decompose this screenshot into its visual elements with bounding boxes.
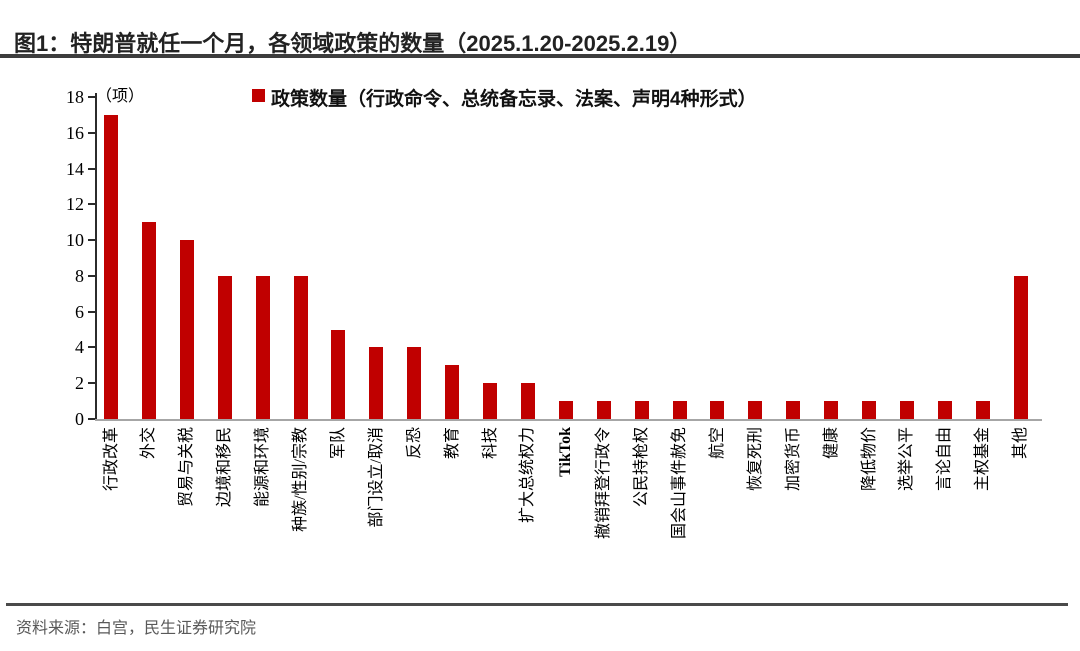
bar-主权基金 <box>975 401 990 419</box>
bar-健康 <box>824 401 839 419</box>
bar-种族/性别/宗教 <box>293 275 308 419</box>
x-axis-label: 扩大总统权力 <box>519 427 537 524</box>
source-note: 资料来源：白宫，民生证券研究院 <box>16 620 257 637</box>
y-tick-label: 2 <box>75 373 84 394</box>
bar-撤销拜登行政令 <box>596 401 611 419</box>
x-axis-label: 边境和移民 <box>216 427 234 508</box>
bar-扩大总统权力 <box>520 383 535 419</box>
x-axis-line <box>95 419 1042 421</box>
x-axis-label: 健康 <box>822 427 840 460</box>
x-axis-label: 国会山事件赦免 <box>671 427 688 540</box>
y-tick-mark <box>88 382 95 385</box>
x-axis-label: 选举公平 <box>898 427 916 492</box>
bar-能源和环境 <box>255 275 270 419</box>
y-axis-line <box>95 93 97 420</box>
x-axis-label: 言论自由 <box>936 427 954 492</box>
title-underline <box>0 54 1080 58</box>
legend-label: 政策数量（行政命令、总统备忘录、法案、声明4种形式） <box>271 89 757 110</box>
y-tick-mark <box>88 96 95 98</box>
x-axis-label: 种族/性别/宗教 <box>292 427 309 532</box>
y-tick-label: 6 <box>75 301 84 322</box>
bar-降低物价 <box>862 401 876 419</box>
x-axis-label: 其他 <box>1012 427 1030 460</box>
y-tick-label: 14 <box>66 158 84 179</box>
x-axis-label: 恢复死刑 <box>746 427 764 492</box>
bar-部门设立/取消 <box>369 347 384 419</box>
bar-航空 <box>710 401 725 419</box>
y-tick-label: 16 <box>66 122 84 143</box>
bar-言论自由 <box>937 401 952 419</box>
y-tick-label: 0 <box>75 409 84 429</box>
x-axis-label: 撤销拜登行政令 <box>595 427 613 540</box>
figure-title: 图1：特朗普就任一个月，各领域政策的数量（2025.1.20-2025.2.19… <box>14 31 692 56</box>
x-axis-label: 能源和环境 <box>254 427 272 508</box>
y-tick-label: 18 <box>66 87 84 107</box>
x-axis-label: 外交 <box>140 427 158 460</box>
y-tick-mark <box>88 203 95 206</box>
x-axis-label: 加密货币 <box>784 427 802 492</box>
y-tick-label: 12 <box>66 194 84 215</box>
bar-科技 <box>483 383 497 419</box>
x-axis-label: 贸易与关税 <box>178 427 196 508</box>
bar-TikTok <box>558 401 573 419</box>
x-axis-label: TikTok <box>557 427 575 477</box>
y-tick-label: 10 <box>66 230 84 251</box>
x-axis-label: 公民持枪权 <box>633 427 651 508</box>
y-tick-mark <box>88 167 95 170</box>
x-axis-label: 反恐 <box>405 427 423 460</box>
y-tick-mark <box>88 346 95 349</box>
bar-行政改革 <box>104 114 118 419</box>
y-tick-mark <box>88 239 95 242</box>
bar-选举公平 <box>899 401 914 419</box>
y-tick-mark <box>88 310 95 313</box>
bar-外交 <box>141 222 156 419</box>
y-tick-mark <box>88 418 95 420</box>
x-axis-label: 部门设立/取消 <box>367 427 385 528</box>
x-axis-label: 教育 <box>443 427 461 460</box>
bar-贸易与关税 <box>179 240 194 419</box>
x-axis-label: 航空 <box>708 427 726 460</box>
bar-反恐 <box>407 347 422 419</box>
y-tick-label: 4 <box>75 337 84 358</box>
bar-教育 <box>445 365 460 419</box>
x-axis-label: 主权基金 <box>974 427 992 492</box>
bar-军队 <box>331 329 346 419</box>
bar-加密货币 <box>786 401 801 419</box>
y-tick-mark <box>88 131 95 134</box>
bar-恢复死刑 <box>748 401 763 419</box>
x-axis-label: 降低物价 <box>860 427 878 492</box>
y-tick-label: 8 <box>75 265 84 286</box>
bar-边境和移民 <box>217 275 232 419</box>
y-axis-unit-label: （项） <box>96 88 145 105</box>
y-tick-mark <box>88 274 95 277</box>
x-axis-label: 科技 <box>481 427 499 460</box>
bar-国会山事件赦免 <box>672 401 687 419</box>
bar-其他 <box>1013 275 1028 419</box>
chart-legend: 政策数量（行政命令、总统备忘录、法案、声明4种形式） <box>252 84 757 111</box>
x-axis-label: 军队 <box>329 427 347 460</box>
x-axis-label: 行政改革 <box>102 427 120 492</box>
legend-square-icon <box>252 89 265 102</box>
bar-公民持枪权 <box>634 401 649 419</box>
footer-divider <box>6 603 1068 606</box>
